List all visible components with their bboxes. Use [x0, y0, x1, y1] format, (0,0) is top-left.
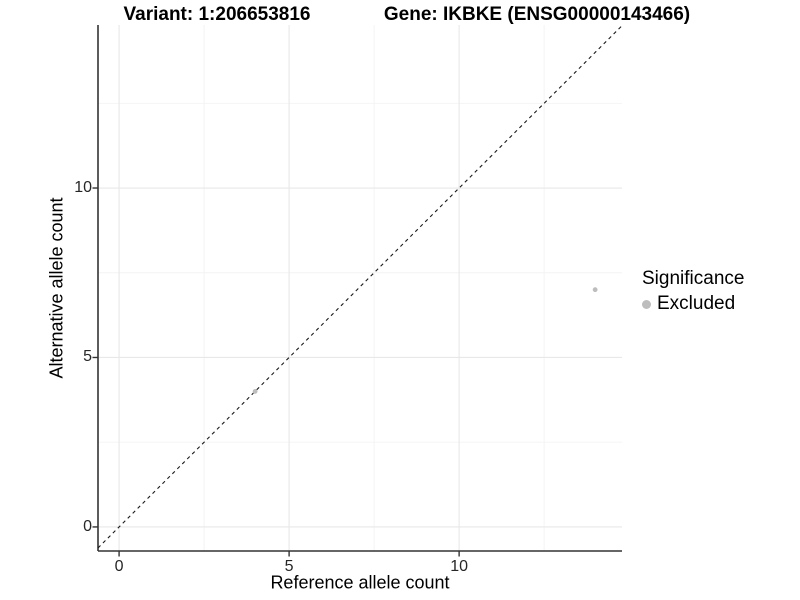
major-gridlines: [98, 25, 622, 551]
y-tick-label: 5: [83, 348, 92, 366]
data-points: [252, 287, 598, 394]
x-tick-label: 0: [114, 558, 124, 575]
data-point: [592, 287, 598, 293]
x-tick-label: 5: [284, 558, 294, 575]
axis-lines: [97, 25, 622, 552]
legend-entry: Excluded: [642, 293, 744, 315]
legend: Significance Excluded: [642, 268, 744, 315]
gene-title: Gene: IKBKE (ENSG00000143466): [383, 4, 691, 25]
x-axis-label: Reference allele count: [270, 572, 450, 593]
y-tick-label: 10: [74, 179, 92, 197]
legend-point-icon: [642, 299, 651, 309]
identity-line: [97, 25, 623, 549]
data-point: [252, 388, 258, 394]
minor-gridlines: [98, 25, 622, 551]
tick-marks: [92, 187, 460, 557]
y-tick-label: 0: [83, 517, 92, 535]
variant-title: Variant: 1:206653816: [123, 4, 311, 25]
legend-entry-label: Excluded: [657, 293, 736, 314]
legend-title: Significance: [642, 268, 745, 289]
x-tick-label: 10: [450, 558, 469, 575]
